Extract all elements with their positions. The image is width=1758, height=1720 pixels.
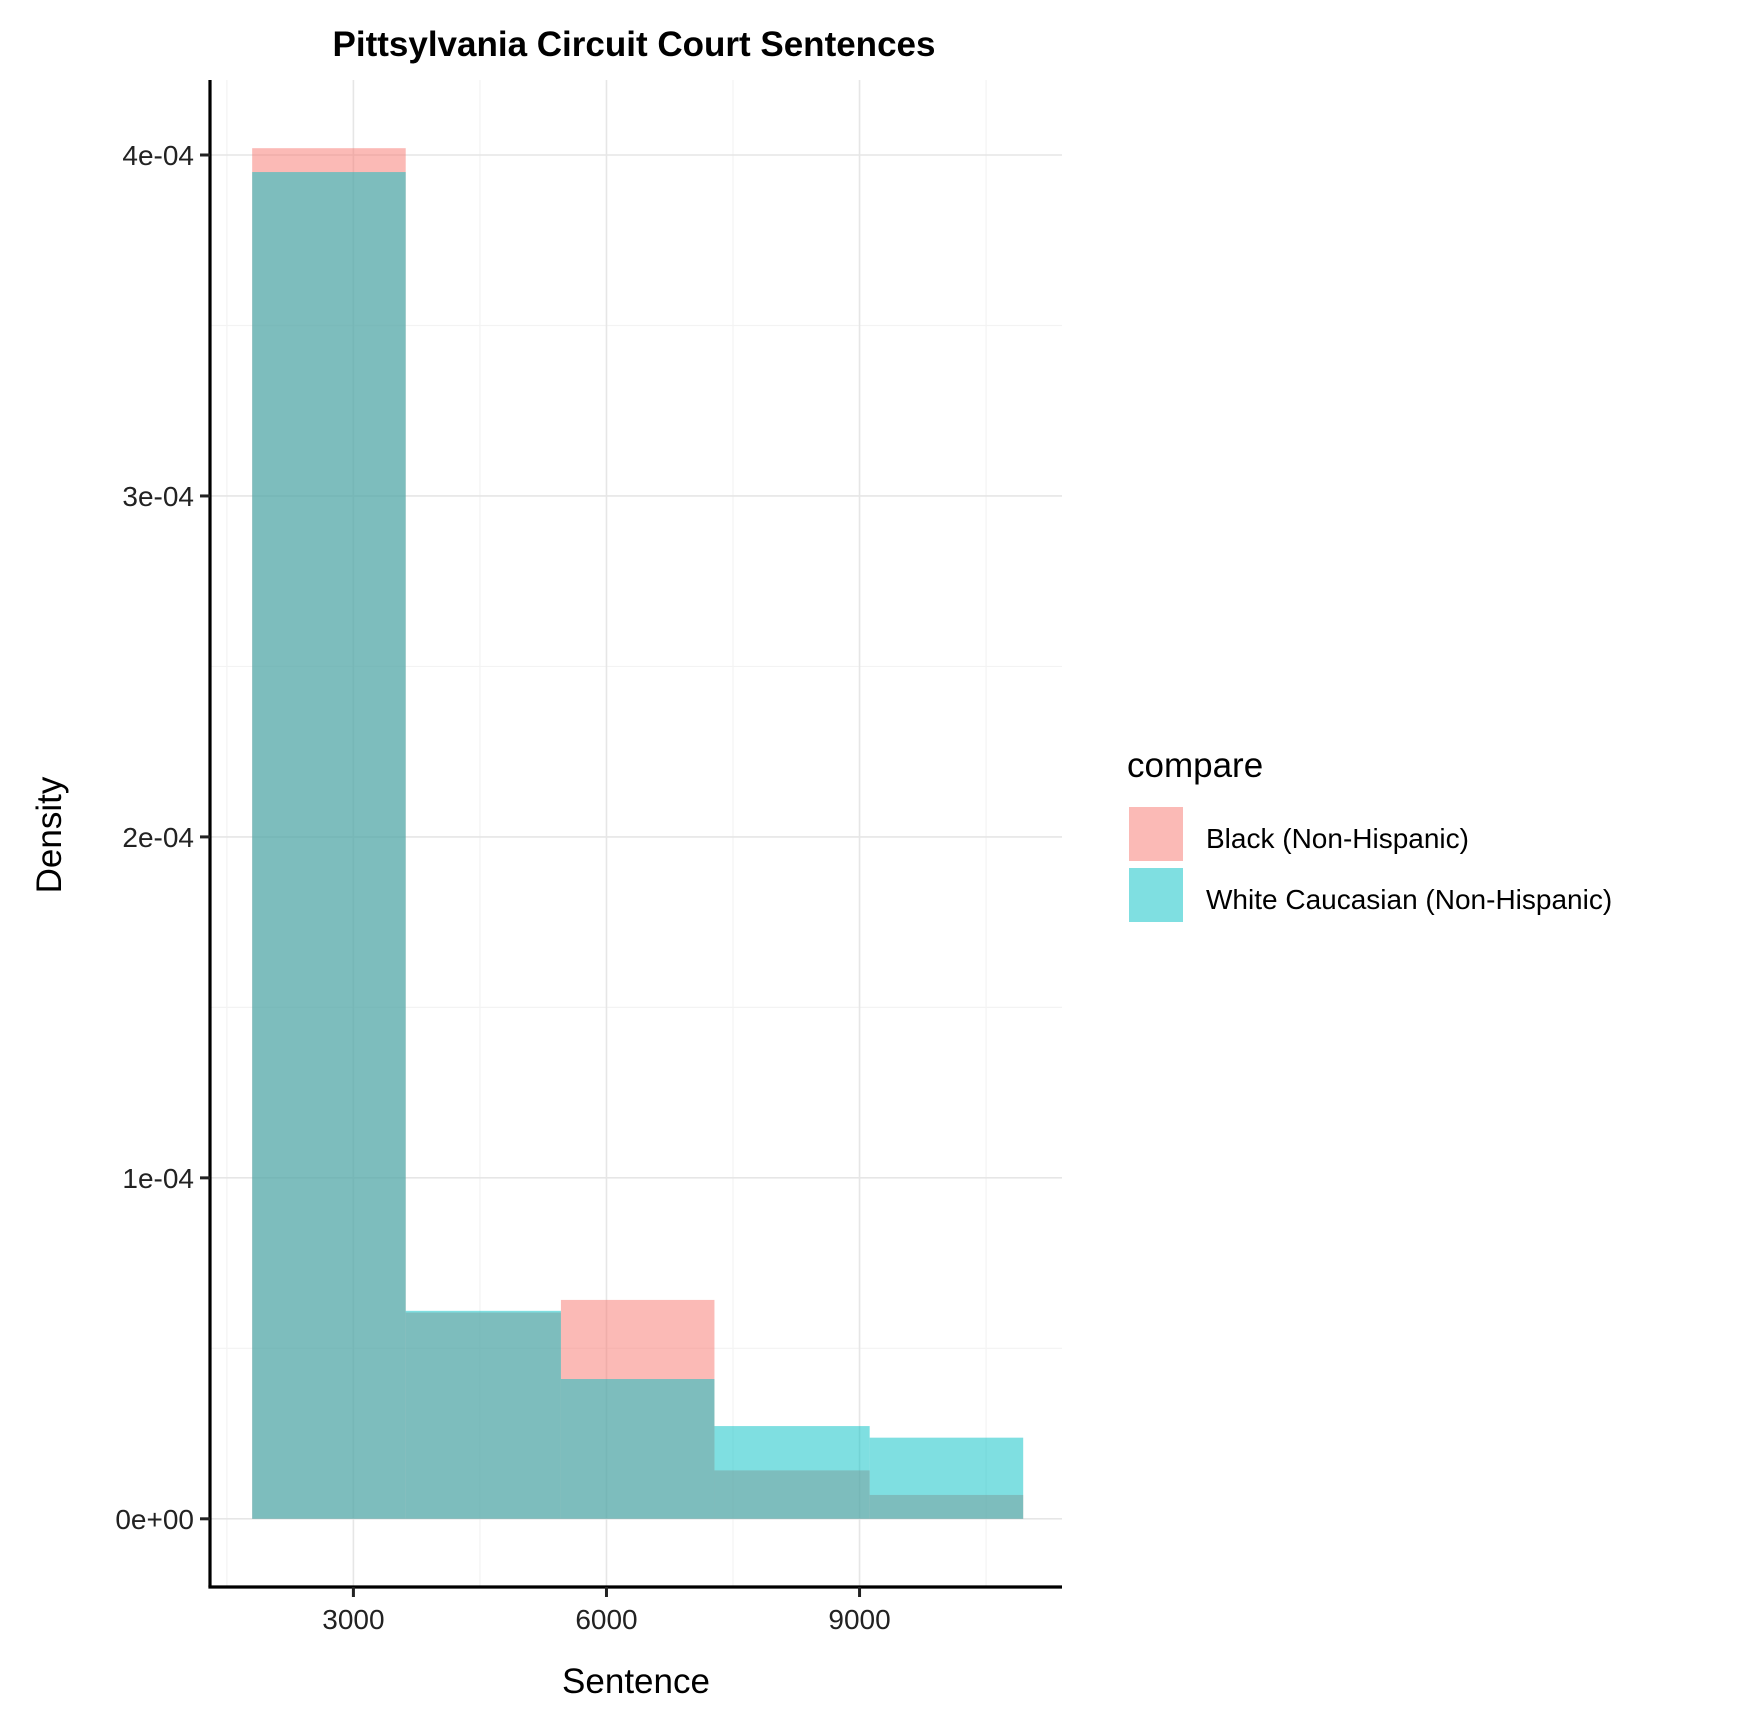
axes: [208, 80, 1062, 1589]
x-axis-title: Sentence: [562, 1662, 710, 1701]
bar-series-1-bin-2: [560, 1379, 715, 1519]
y-tick-label-0: 0e+00: [115, 1504, 194, 1535]
legend-label-series-0: Black (Non-Hispanic): [1206, 823, 1469, 854]
y-tick-label-3: 3e-04: [122, 481, 194, 512]
bar-series-1-bin-3: [714, 1426, 870, 1519]
bar-series-1-bin-0: [252, 172, 406, 1519]
chart-title: Pittsylvania Circuit Court Sentences: [333, 25, 936, 64]
y-tick-label-4: 4e-04: [122, 140, 194, 171]
y-axis-title: Density: [30, 776, 69, 893]
y-tick-label-2: 2e-04: [122, 822, 194, 853]
bar-series-1-bin-1: [405, 1310, 561, 1519]
y-ticks: 0e+00 1e-04 2e-04 3e-04 4e-04: [115, 140, 210, 1535]
bar-series-1-bin-4: [869, 1437, 1024, 1519]
legend-title: compare: [1127, 746, 1263, 785]
bars: [252, 148, 1024, 1519]
legend-label-series-1: White Caucasian (Non-Hispanic): [1206, 884, 1612, 915]
x-ticks: 3000 6000 9000: [322, 1587, 891, 1635]
y-tick-label-1: 1e-04: [122, 1163, 194, 1194]
x-tick-label-0: 3000: [322, 1604, 384, 1635]
x-tick-label-1: 6000: [575, 1604, 637, 1635]
legend-key-series-1: [1129, 868, 1183, 922]
legend-key-series-0: [1129, 807, 1183, 861]
x-tick-label-2: 9000: [828, 1604, 890, 1635]
legend: compare Black (Non-Hispanic) White Cauca…: [1127, 746, 1612, 922]
